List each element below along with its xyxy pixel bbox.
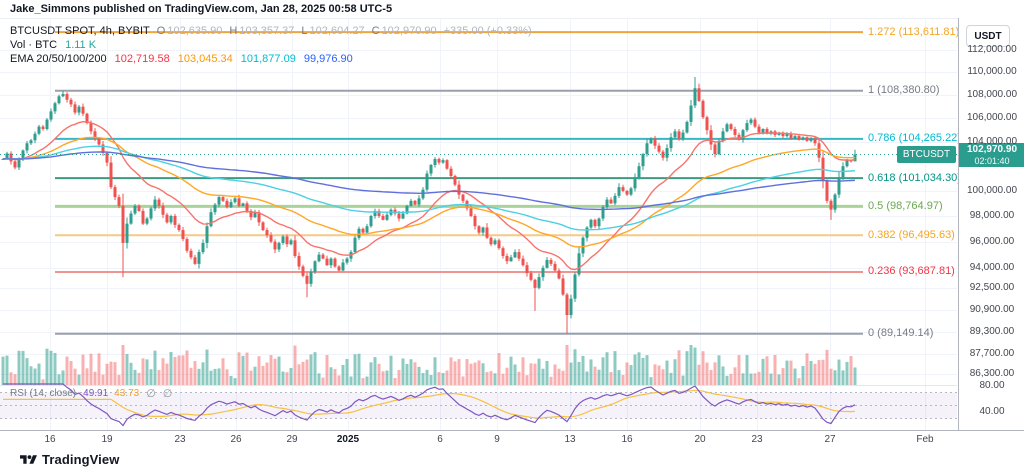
ema-value: 103,045.34	[177, 53, 233, 65]
volume-value: 1.11 K	[65, 39, 97, 51]
price-axis-tick: 94,000.00	[969, 261, 1015, 273]
ema-legend-row: EMA 20/50/100/200 102,719.58 103,045.34 10…	[10, 52, 532, 66]
fib-level-label: 0 (89,149.14)	[868, 327, 934, 340]
last-price-symbol-pill: BTCUSDT	[897, 145, 956, 163]
time-axis-tick: 6	[437, 434, 443, 445]
fib-level-label: 0.5 (98,764.97)	[868, 199, 943, 212]
low-label: L	[301, 25, 308, 37]
plot-area	[0, 18, 957, 430]
change-value: +335.00 (+0.33%)	[443, 25, 532, 37]
rsi-axis-tick: 80.00	[979, 380, 1005, 391]
tradingview-logo-text: TradingView	[42, 452, 120, 467]
open-label: O	[156, 25, 166, 37]
rsi-axis-tick: 40.00	[979, 406, 1005, 417]
fib-level-label: 0.786 (104,265.22)	[868, 132, 961, 145]
high-value: 103,357.37	[239, 25, 295, 37]
ema-200-line	[3, 151, 856, 211]
tradingview-logo[interactable]: TradingView	[20, 452, 119, 467]
rsi-pane	[0, 383, 957, 427]
price-axis-tick: 108,000.00	[966, 89, 1018, 101]
ema-value: 101,877.09	[240, 53, 296, 65]
symbol-title[interactable]: BTCUSDT SPOT, 4h, BYBIT	[10, 25, 150, 37]
ema-value: 99,976.90	[303, 53, 353, 65]
open-value: 102,635.90	[167, 25, 223, 37]
publish-attribution: Jake_Simmons published on TradingView.co…	[10, 3, 393, 15]
price-axis-tick: 106,000.00	[966, 112, 1018, 124]
high-label: H	[229, 25, 238, 37]
low-value: 102,604.27	[309, 25, 365, 37]
price-axis-tick: 89,300.00	[969, 325, 1015, 337]
time-axis-tick: 23	[751, 434, 763, 445]
close-label: C	[371, 25, 380, 37]
price-axis-tick: 98,000.00	[969, 210, 1015, 221]
last-price-value: 102,970.90	[966, 144, 1018, 156]
time-axis-tick: 19	[101, 434, 113, 445]
tradingview-logo-icon	[20, 454, 37, 464]
volume-series	[1, 345, 857, 385]
fib-retracement	[55, 31, 863, 335]
price-axis-tick: 100,000.00	[966, 184, 1018, 196]
time-axis-tick: 2025	[336, 434, 360, 445]
time-axis-tick: 29	[286, 434, 298, 445]
time-axis-tick: 26	[230, 434, 242, 445]
time-axis[interactable]: 16 19 23 26 29 2025 6 9 13 16 20 23 27 Feb	[0, 430, 1024, 449]
header-divider	[0, 18, 1024, 19]
bar-countdown: 02:01:40	[974, 156, 1010, 167]
rsi-value: 49.91	[83, 388, 109, 399]
ema-values: 102,719.58 103,045.34 101,877.09 99,976.90	[107, 52, 353, 66]
rsi-title[interactable]: RSI (14, close)	[10, 388, 77, 399]
time-axis-tick: 27	[824, 434, 836, 445]
ema-value: 102,719.58	[114, 53, 170, 65]
time-axis-tick: 9	[494, 434, 500, 445]
ema-20-line	[2, 120, 856, 271]
fib-level-label: 0.618 (101,034.30)	[868, 171, 961, 184]
price-axis-tick: 86,300.00	[969, 368, 1015, 380]
chart-legend: BTCUSDT SPOT, 4h, BYBIT O 102,635.90 H 1…	[10, 24, 532, 66]
price-axis[interactable]: USDT 102,970.90 02:01:40 112,000.00 110,0…	[958, 18, 1024, 448]
currency-toggle-button[interactable]: USDT	[966, 25, 1010, 47]
rsi-ma-value: 43.73	[114, 388, 140, 399]
symbol-legend-row: BTCUSDT SPOT, 4h, BYBIT O 102,635.90 H 1…	[10, 24, 532, 38]
fib-level-label: 0.382 (96,495.63)	[868, 228, 955, 241]
time-axis-tick: 20	[694, 434, 706, 445]
gridlines	[0, 18, 957, 430]
close-value: 102,970.90	[381, 25, 437, 37]
rsi-ma-line	[3, 389, 856, 419]
fib-level-label: 1 (108,380.80)	[868, 84, 940, 97]
ema-50-line	[2, 136, 856, 248]
fib-level-label: 1.272 (113,611.81)	[868, 25, 960, 38]
rsi-empty-icon: ∅	[146, 388, 156, 400]
price-axis-tick: 96,000.00	[969, 235, 1015, 247]
fib-level-label: 0.236 (93,687.81)	[868, 265, 955, 278]
time-axis-tick: 16	[44, 434, 56, 445]
price-axis-tick: 112,000.00	[967, 43, 1017, 55]
price-axis-tick: 92,500.00	[969, 281, 1015, 293]
time-axis-tick: 23	[174, 434, 186, 445]
time-axis-tick: Feb	[916, 434, 934, 445]
volume-legend-row: Vol · BTC 1.11 K	[10, 38, 532, 52]
price-axis-tick: 104,000.00	[966, 136, 1018, 148]
rsi-line	[3, 383, 856, 427]
last-price-badge: 102,970.90 02:01:40	[959, 143, 1024, 168]
price-axis-tick: 90,900.00	[969, 303, 1015, 315]
time-axis-tick: 16	[621, 434, 633, 445]
price-axis-tick: 87,700.00	[969, 348, 1015, 360]
rsi-empty-icon: ∅	[162, 388, 173, 400]
ema-title[interactable]: EMA 20/50/100/200	[10, 53, 107, 65]
volume-title[interactable]: Vol · BTC	[10, 39, 58, 51]
price-axis-tick: 110,000.00	[967, 66, 1017, 78]
rsi-legend: RSI (14, close) 49.91 43.73 ∅ ∅	[10, 387, 172, 400]
candlestick-series	[1, 76, 857, 334]
time-axis-tick: 13	[564, 434, 576, 445]
